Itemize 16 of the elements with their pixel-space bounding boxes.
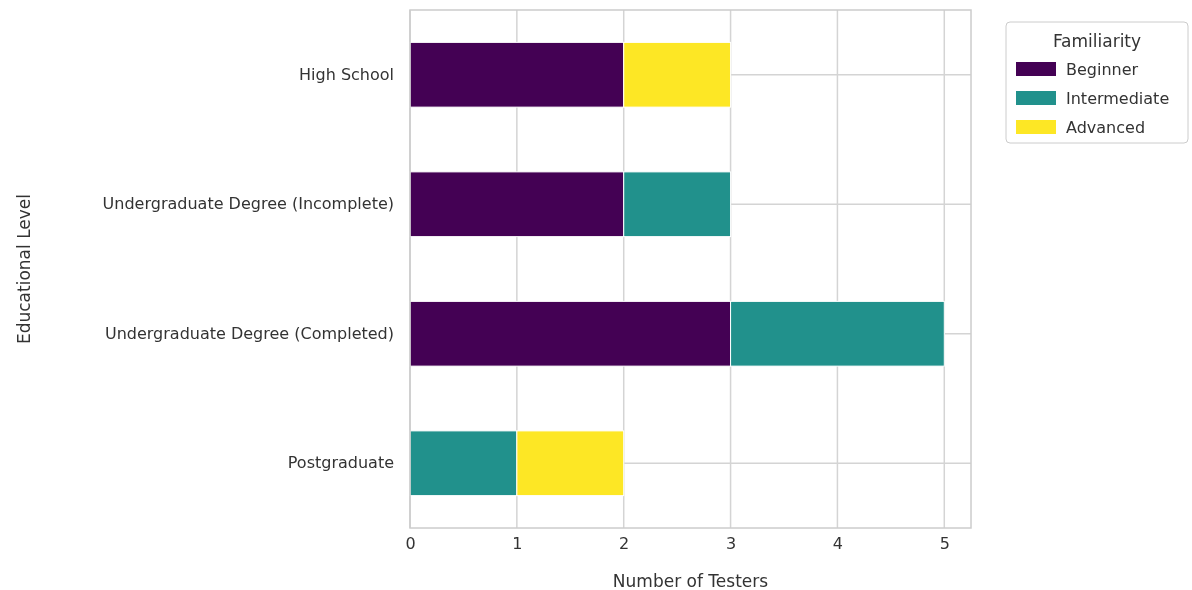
legend-label: Advanced [1066,118,1146,137]
x-tick-label: 2 [619,534,630,554]
x-tick-label: 3 [725,534,737,554]
y-axis-title: Educational Level [14,193,34,345]
y-tick-label: Postgraduate [287,453,394,473]
x-axis-title: Number of Testers [612,571,769,590]
y-tick-label: Undergraduate Degree (Completed) [104,323,394,343]
y-tick-label: High School [299,64,394,84]
x-tick-label: 1 [512,534,523,554]
x-tick-label: 0 [405,534,416,554]
legend-label: Intermediate [1066,89,1170,108]
x-tick-label: 4 [832,534,844,554]
y-tick-label: Undergraduate Degree (Incomplete) [102,194,394,214]
legend-title: Familiarity [1052,31,1142,51]
x-tick-label: 5 [939,534,950,554]
legend-label: Beginner [1066,60,1139,79]
